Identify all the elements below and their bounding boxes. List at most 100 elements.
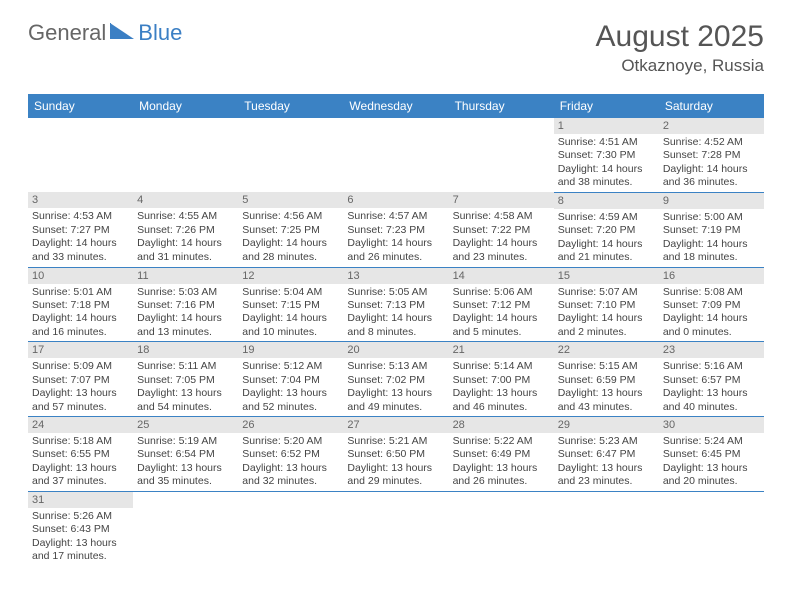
day-detail-line: Daylight: 13 hours [558,387,655,400]
day-details: Sunrise: 4:56 AMSunset: 7:25 PMDaylight:… [238,208,343,266]
day-detail-line: and 13 minutes. [137,326,234,339]
day-detail-line: Sunrise: 4:55 AM [137,210,234,223]
day-detail-line: Daylight: 13 hours [137,462,234,475]
day-detail-line: Sunrise: 5:01 AM [32,286,129,299]
day-detail-line: Sunrise: 5:08 AM [663,286,760,299]
day-detail-line: Daylight: 14 hours [663,312,760,325]
day-details: Sunrise: 5:26 AMSunset: 6:43 PMDaylight:… [28,508,133,566]
calendar-day-cell: 12Sunrise: 5:04 AMSunset: 7:15 PMDayligh… [238,267,343,342]
day-detail-line: Daylight: 13 hours [347,387,444,400]
day-detail-line: Sunrise: 4:59 AM [558,211,655,224]
day-number: 9 [659,193,764,209]
day-detail-line: Sunrise: 5:20 AM [242,435,339,448]
day-number: 17 [28,342,133,358]
day-detail-line: Sunset: 6:50 PM [347,448,444,461]
day-details: Sunrise: 5:13 AMSunset: 7:02 PMDaylight:… [343,358,448,416]
day-detail-line: and 57 minutes. [32,401,129,414]
day-number: 20 [343,342,448,358]
calendar-day-cell: 18Sunrise: 5:11 AMSunset: 7:05 PMDayligh… [133,342,238,417]
day-detail-line: Sunset: 6:59 PM [558,374,655,387]
day-detail-line: and 23 minutes. [453,251,550,264]
day-detail-line: Sunset: 7:20 PM [558,224,655,237]
day-number: 18 [133,342,238,358]
day-detail-line: Daylight: 14 hours [558,238,655,251]
day-number: 14 [449,268,554,284]
calendar-day-cell: 27Sunrise: 5:21 AMSunset: 6:50 PMDayligh… [343,417,448,492]
day-detail-line: Daylight: 13 hours [32,387,129,400]
day-detail-line: Daylight: 14 hours [137,237,234,250]
day-detail-line: Sunset: 6:43 PM [32,523,129,536]
day-detail-line: Sunset: 6:55 PM [32,448,129,461]
day-detail-line: and 36 minutes. [663,176,760,189]
calendar-day-cell: 15Sunrise: 5:07 AMSunset: 7:10 PMDayligh… [554,267,659,342]
day-details: Sunrise: 5:09 AMSunset: 7:07 PMDaylight:… [28,358,133,416]
day-detail-line: Sunset: 7:04 PM [242,374,339,387]
day-detail-line: and 21 minutes. [558,251,655,264]
logo-flag-icon [110,21,136,39]
day-details: Sunrise: 5:24 AMSunset: 6:45 PMDaylight:… [659,433,764,491]
day-detail-line: Sunrise: 4:58 AM [453,210,550,223]
day-detail-line: Sunrise: 5:09 AM [32,360,129,373]
calendar-day-cell: 23Sunrise: 5:16 AMSunset: 6:57 PMDayligh… [659,342,764,417]
day-details: Sunrise: 5:07 AMSunset: 7:10 PMDaylight:… [554,284,659,342]
day-detail-line: Daylight: 14 hours [453,237,550,250]
day-number: 21 [449,342,554,358]
calendar-day-cell [28,118,133,192]
day-number: 2 [659,118,764,134]
day-detail-line: Sunrise: 5:26 AM [32,510,129,523]
calendar-day-cell: 22Sunrise: 5:15 AMSunset: 6:59 PMDayligh… [554,342,659,417]
day-details: Sunrise: 5:01 AMSunset: 7:18 PMDaylight:… [28,284,133,342]
day-details: Sunrise: 4:58 AMSunset: 7:22 PMDaylight:… [449,208,554,266]
day-details: Sunrise: 4:53 AMSunset: 7:27 PMDaylight:… [28,208,133,266]
day-detail-line: Sunset: 7:18 PM [32,299,129,312]
day-detail-line: Sunset: 7:23 PM [347,224,444,237]
day-details: Sunrise: 5:14 AMSunset: 7:00 PMDaylight:… [449,358,554,416]
day-detail-line: Daylight: 13 hours [453,462,550,475]
calendar-day-cell: 31Sunrise: 5:26 AMSunset: 6:43 PMDayligh… [28,491,133,565]
day-detail-line: Sunrise: 5:18 AM [32,435,129,448]
day-detail-line: Sunset: 7:02 PM [347,374,444,387]
calendar-day-cell: 20Sunrise: 5:13 AMSunset: 7:02 PMDayligh… [343,342,448,417]
day-detail-line: Daylight: 14 hours [558,312,655,325]
day-detail-line: and 20 minutes. [663,475,760,488]
day-number: 5 [238,192,343,208]
calendar-day-cell: 6Sunrise: 4:57 AMSunset: 7:23 PMDaylight… [343,192,448,267]
weekday-header: Tuesday [238,94,343,118]
day-details: Sunrise: 4:59 AMSunset: 7:20 PMDaylight:… [554,209,659,267]
calendar-day-cell: 2Sunrise: 4:52 AMSunset: 7:28 PMDaylight… [659,118,764,192]
calendar-day-cell: 29Sunrise: 5:23 AMSunset: 6:47 PMDayligh… [554,417,659,492]
month-year: August 2025 [596,20,764,54]
day-details: Sunrise: 5:11 AMSunset: 7:05 PMDaylight:… [133,358,238,416]
day-detail-line: Sunrise: 5:15 AM [558,360,655,373]
day-number: 30 [659,417,764,433]
day-detail-line: Daylight: 14 hours [347,237,444,250]
day-details: Sunrise: 5:04 AMSunset: 7:15 PMDaylight:… [238,284,343,342]
day-detail-line: Sunset: 6:45 PM [663,448,760,461]
day-detail-line: and 26 minutes. [347,251,444,264]
weekday-header: Monday [133,94,238,118]
weekday-header: Sunday [28,94,133,118]
day-detail-line: Sunrise: 4:52 AM [663,136,760,149]
day-detail-line: and 37 minutes. [32,475,129,488]
day-detail-line: Sunset: 6:49 PM [453,448,550,461]
logo-text-blue: Blue [138,20,182,46]
day-detail-line: and 5 minutes. [453,326,550,339]
calendar-day-cell: 7Sunrise: 4:58 AMSunset: 7:22 PMDaylight… [449,192,554,267]
day-detail-line: Daylight: 14 hours [242,237,339,250]
day-detail-line: Sunrise: 5:21 AM [347,435,444,448]
calendar-day-cell: 8Sunrise: 4:59 AMSunset: 7:20 PMDaylight… [554,192,659,267]
calendar-week-row: 10Sunrise: 5:01 AMSunset: 7:18 PMDayligh… [28,267,764,342]
day-detail-line: and 8 minutes. [347,326,444,339]
day-details: Sunrise: 5:05 AMSunset: 7:13 PMDaylight:… [343,284,448,342]
day-detail-line: and 54 minutes. [137,401,234,414]
day-detail-line: and 2 minutes. [558,326,655,339]
day-detail-line: Sunset: 7:26 PM [137,224,234,237]
day-detail-line: Sunrise: 5:12 AM [242,360,339,373]
day-detail-line: Sunrise: 4:53 AM [32,210,129,223]
calendar-day-cell: 1Sunrise: 4:51 AMSunset: 7:30 PMDaylight… [554,118,659,192]
day-detail-line: and 49 minutes. [347,401,444,414]
day-detail-line: Daylight: 14 hours [32,312,129,325]
day-detail-line: Daylight: 13 hours [137,387,234,400]
day-details: Sunrise: 4:52 AMSunset: 7:28 PMDaylight:… [659,134,764,192]
day-number: 24 [28,417,133,433]
